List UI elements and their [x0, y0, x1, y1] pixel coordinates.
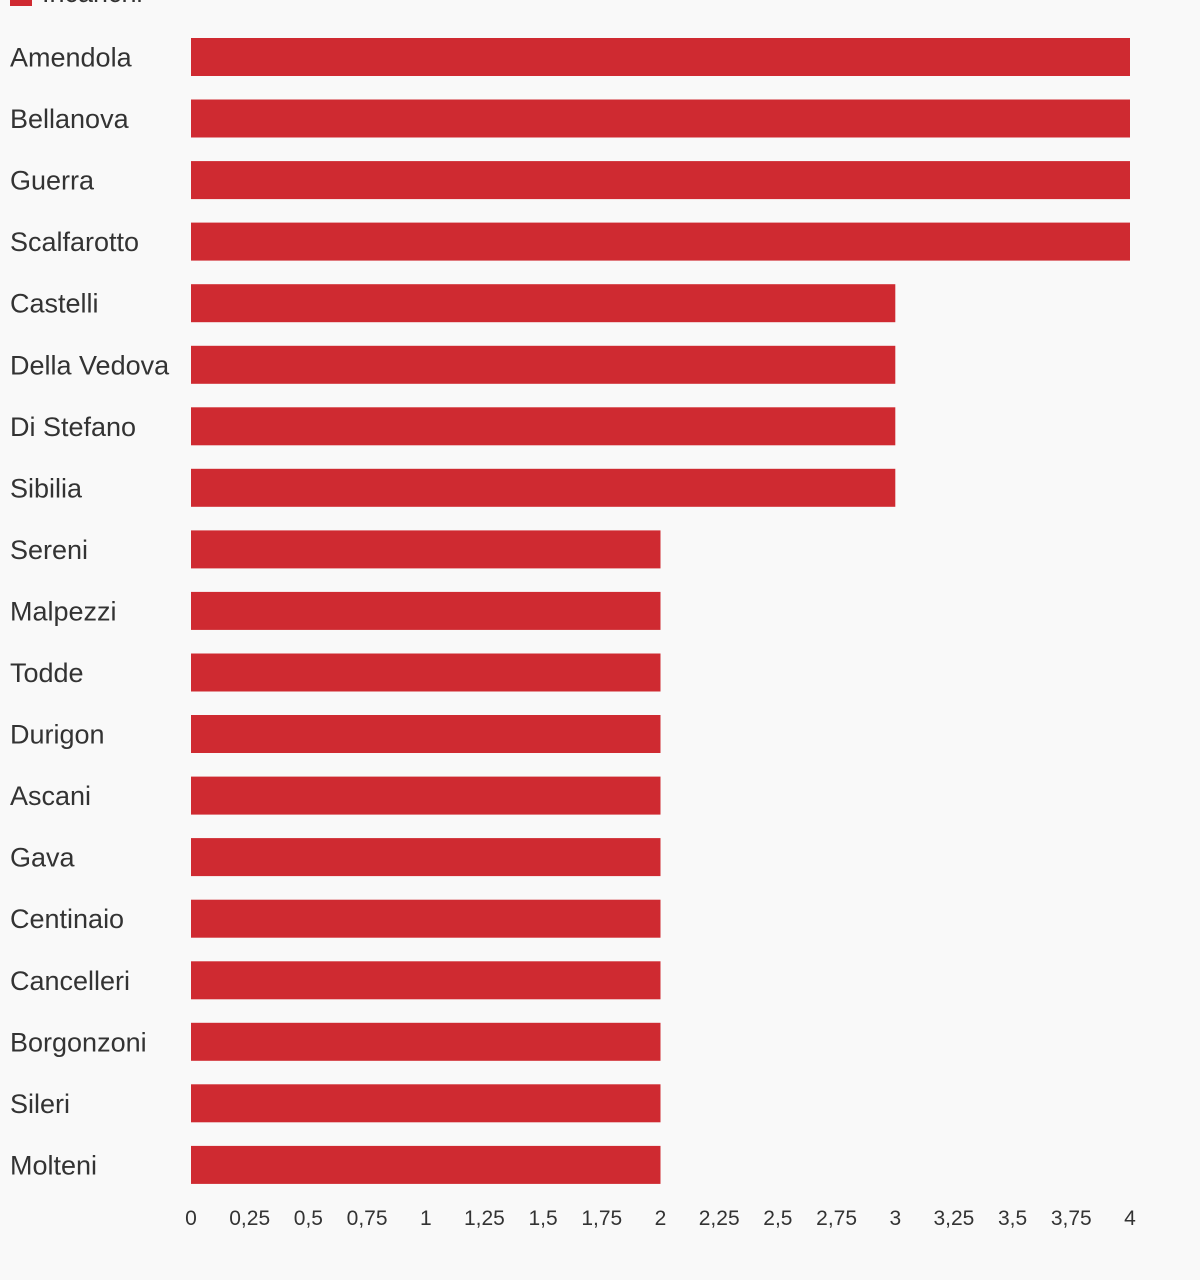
- x-tick-label: 2: [655, 1207, 667, 1230]
- bar-centinaio: [191, 899, 661, 938]
- bar-gava: [191, 838, 661, 877]
- x-tick-label: 0,75: [347, 1207, 388, 1230]
- category-label: Guerra: [10, 166, 95, 196]
- bar-ascani: [191, 776, 661, 815]
- bars: [191, 38, 1130, 1184]
- category-label: Sereni: [10, 535, 88, 565]
- category-label: Durigon: [10, 720, 105, 750]
- x-tick-label: 3,25: [933, 1207, 974, 1230]
- bar-castelli: [191, 284, 896, 323]
- x-tick-label: 3,75: [1051, 1207, 1092, 1230]
- category-label: Borgonzoni: [10, 1027, 147, 1057]
- bar-malpezzi: [191, 591, 661, 630]
- x-tick-label: 2,25: [699, 1207, 740, 1230]
- x-tick-label: 2,75: [816, 1207, 857, 1230]
- bar-todde: [191, 653, 661, 692]
- category-label: Molteni: [10, 1150, 97, 1180]
- legend-label: Incarichi: [42, 0, 143, 8]
- bar-borgonzoni: [191, 1022, 661, 1061]
- x-tick-label: 0,5: [294, 1207, 323, 1230]
- x-tick-label: 1,5: [528, 1207, 557, 1230]
- bar-durigon: [191, 715, 661, 753]
- category-label: Gava: [10, 843, 76, 873]
- category-label: Sileri: [10, 1089, 70, 1119]
- x-tick-label: 1,25: [464, 1207, 505, 1230]
- x-tick-label: 4: [1124, 1207, 1136, 1230]
- category-label: Ascani: [10, 781, 91, 811]
- bar-sileri: [191, 1084, 661, 1123]
- bar-guerra: [191, 161, 1130, 200]
- bar-scalfarotto: [191, 222, 1130, 261]
- category-label: Scalfarotto: [10, 227, 139, 257]
- x-axis-ticks: 0 0,25 0,5 0,75 1 1,25 1,5 1,75 2 2,25 2,5 2,75 3 3,2…: [185, 1207, 1136, 1230]
- bar-sereni: [191, 530, 661, 569]
- bar-bellanova: [191, 99, 1130, 138]
- bar-sibilia: [191, 468, 896, 507]
- legend: Incarichi: [10, 0, 143, 8]
- x-tick-label: 1: [420, 1207, 432, 1230]
- category-label: Cancelleri: [10, 966, 130, 996]
- x-tick-label: 0: [185, 1207, 197, 1230]
- bar-della-vedova: [191, 345, 896, 384]
- category-label: Malpezzi: [10, 596, 117, 626]
- bar-amendola: [191, 38, 1130, 76]
- x-tick-label: 2,5: [763, 1207, 792, 1230]
- category-label: Todde: [10, 658, 84, 688]
- category-label: Bellanova: [10, 104, 130, 134]
- bar-di-stefano: [191, 407, 896, 446]
- category-labels: Amendola Bellanova Guerra Scalfarotto Castel…: [10, 43, 170, 1181]
- bar-cancelleri: [191, 961, 661, 1000]
- category-label: Castelli: [10, 289, 99, 319]
- category-label: Amendola: [10, 43, 133, 73]
- legend-swatch: [10, 0, 32, 6]
- x-tick-label: 3: [889, 1207, 901, 1230]
- category-label: Sibilia: [10, 473, 83, 503]
- x-tick-label: 0,25: [229, 1207, 270, 1230]
- x-tick-label: 3,5: [998, 1207, 1027, 1230]
- category-label: Centinaio: [10, 904, 124, 934]
- category-label: Di Stefano: [10, 412, 136, 442]
- bar-molteni: [191, 1145, 661, 1184]
- category-label: Della Vedova: [10, 350, 170, 380]
- x-tick-label: 1,75: [581, 1207, 622, 1230]
